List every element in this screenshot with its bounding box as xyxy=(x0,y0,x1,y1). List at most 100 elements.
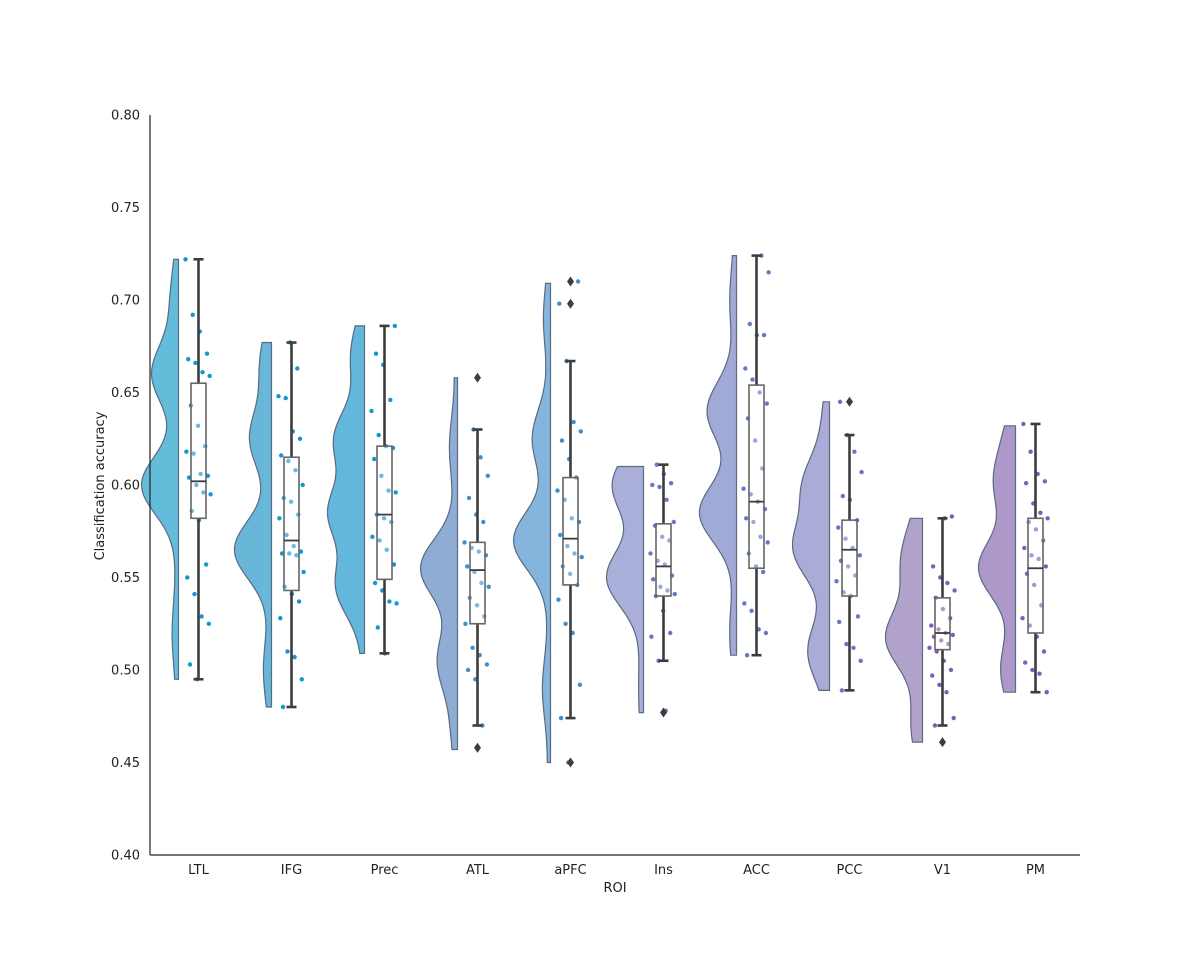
data-point xyxy=(650,482,655,488)
data-point xyxy=(193,360,198,366)
data-point xyxy=(579,554,584,560)
y-axis-title: Classification accuracy xyxy=(93,411,108,560)
data-point xyxy=(846,564,851,569)
data-point xyxy=(379,473,384,478)
data-point xyxy=(476,549,481,554)
data-point xyxy=(186,357,191,362)
x-tick-label: ACC xyxy=(743,863,770,878)
y-tick-label: 0.60 xyxy=(111,479,140,494)
outlier-marker xyxy=(567,298,574,309)
y-tick-label: 0.50 xyxy=(111,664,140,679)
data-point xyxy=(369,408,374,414)
data-point xyxy=(194,482,199,488)
box-ATL xyxy=(469,541,486,625)
x-tick-label: PM xyxy=(1026,863,1045,878)
data-point xyxy=(470,645,475,650)
data-point xyxy=(664,497,669,502)
data-point xyxy=(1023,481,1029,486)
data-point xyxy=(207,373,212,379)
y-tick-label: 0.55 xyxy=(111,571,140,586)
data-point xyxy=(556,597,561,602)
data-point xyxy=(462,540,467,545)
data-point xyxy=(763,630,769,636)
outlier-marker xyxy=(567,276,574,287)
data-point xyxy=(751,519,756,525)
data-point xyxy=(1043,564,1049,569)
x-tick-label: LTL xyxy=(188,863,209,878)
data-point xyxy=(372,456,377,462)
data-point xyxy=(199,614,204,619)
data-point xyxy=(1032,582,1037,588)
data-point xyxy=(1022,660,1028,665)
y-tick-label: 0.40 xyxy=(111,849,140,864)
data-point xyxy=(285,649,290,654)
data-point xyxy=(837,399,843,404)
data-point xyxy=(296,599,302,604)
violin-aPFC xyxy=(512,282,552,764)
data-point xyxy=(571,419,576,425)
data-point xyxy=(668,481,674,486)
violin-PCC xyxy=(791,401,831,691)
data-point xyxy=(765,540,770,545)
data-point xyxy=(743,366,748,371)
violin-V1 xyxy=(884,517,924,743)
data-point xyxy=(293,468,298,473)
data-point xyxy=(750,377,755,382)
violin-layer xyxy=(140,255,1017,764)
box-PCC xyxy=(841,519,858,597)
data-point xyxy=(741,486,746,491)
axes-layer: LTL IFG Prec ATL aPFC Ins ACC PCC V1 PM 0.40 0.45 0.… xyxy=(111,109,1080,878)
data-point xyxy=(276,394,281,399)
data-point xyxy=(671,519,676,525)
data-point xyxy=(840,493,845,499)
x-tick-label: PCC xyxy=(837,863,863,878)
outlier-marker xyxy=(474,742,481,753)
data-point xyxy=(200,370,205,375)
box-PM xyxy=(1027,517,1044,634)
data-point xyxy=(753,438,758,443)
data-point xyxy=(1020,616,1025,621)
data-point xyxy=(567,571,573,576)
data-point xyxy=(939,638,944,643)
y-tick-label: 0.70 xyxy=(111,294,140,309)
data-point xyxy=(1042,479,1048,484)
data-point xyxy=(758,534,763,539)
data-point xyxy=(558,532,563,538)
data-point xyxy=(843,536,848,541)
y-tick-label: 0.65 xyxy=(111,386,140,401)
data-point xyxy=(486,584,491,589)
data-point xyxy=(744,516,749,521)
data-point xyxy=(283,395,288,401)
data-point xyxy=(951,715,956,721)
data-point xyxy=(757,390,762,395)
data-point xyxy=(201,490,206,495)
x-axis-title: ROI xyxy=(603,881,626,896)
outlier-marker xyxy=(939,737,946,748)
data-point xyxy=(944,690,949,695)
data-point xyxy=(394,601,399,606)
data-point xyxy=(485,473,490,478)
data-point xyxy=(301,569,306,575)
data-point xyxy=(858,658,863,663)
data-point xyxy=(837,619,842,625)
data-point xyxy=(376,432,381,438)
data-point xyxy=(208,492,213,497)
x-tick-label: V1 xyxy=(934,863,951,878)
data-point xyxy=(766,270,771,275)
y-tick-label: 0.80 xyxy=(111,109,140,124)
data-point xyxy=(198,471,203,477)
y-tick-label: 0.75 xyxy=(111,201,140,216)
data-point xyxy=(184,449,189,454)
data-point xyxy=(572,551,577,556)
data-point xyxy=(1045,516,1050,521)
data-point xyxy=(1028,449,1033,454)
data-point xyxy=(297,436,303,441)
data-point xyxy=(648,551,653,556)
data-point xyxy=(183,257,188,262)
data-point xyxy=(206,621,211,626)
x-tick-label: Ins xyxy=(654,863,673,878)
data-point xyxy=(836,525,841,530)
x-tick-label: aPFC xyxy=(554,863,586,878)
data-point xyxy=(286,458,291,464)
data-point xyxy=(288,499,294,504)
